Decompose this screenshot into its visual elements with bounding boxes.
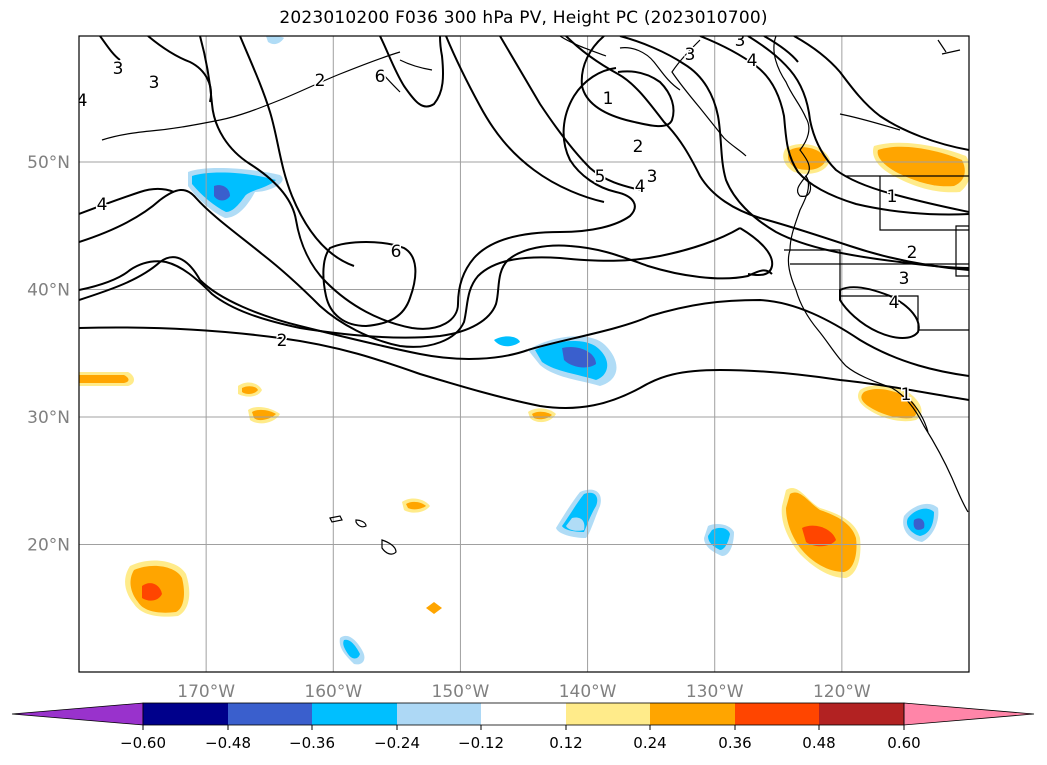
colorbar-tick-label: −0.48 [205, 734, 251, 752]
contour-label: 3 [735, 31, 746, 51]
contour-label: 1 [887, 187, 898, 207]
colorbar-segment [481, 703, 566, 725]
colorbar-tick-label: 0.12 [549, 734, 582, 752]
colorbar-segment [312, 703, 397, 725]
colorbar-tick-label: 0.48 [802, 734, 835, 752]
latitude-label: 20°N [27, 536, 70, 556]
plot-frame [78, 35, 970, 673]
contour-label: 1 [901, 385, 912, 405]
longitude-label: 160°W [304, 682, 362, 702]
colorbar-segment [819, 703, 904, 725]
graticule [79, 36, 969, 672]
coastlines [101, 36, 969, 555]
contour-label: 3 [113, 59, 124, 79]
colorbar-segment [228, 703, 312, 725]
contour-label: 3 [647, 167, 658, 187]
contour-label: 5 [595, 167, 606, 187]
longitude-label: 170°W [177, 682, 235, 702]
latitude-label: 30°N [27, 408, 70, 428]
contour-label: 3 [685, 45, 696, 65]
colorbar-segment [650, 703, 735, 725]
colorbar-tick-label: −0.12 [458, 734, 504, 752]
colorbar-segment [397, 703, 481, 725]
colorbar-segment [566, 703, 650, 725]
colorbar: −0.60 −0.48 −0.36 −0.24 −0.12 0.12 0.24 0.36 0.4… [11, 702, 1035, 752]
contour-label: 6 [375, 67, 386, 87]
contour-label: 4 [889, 293, 900, 313]
longitude-label: 150°W [432, 682, 490, 702]
contour-label: 3 [899, 269, 910, 289]
colorbar-extend-high [903, 702, 1035, 726]
height-contours [79, 36, 969, 409]
colorbar-tick-label: −0.60 [120, 734, 166, 752]
contour-label: 4 [97, 195, 108, 215]
colorbar-tick-label: 0.60 [887, 734, 920, 752]
longitude-label: 120°W [813, 682, 871, 702]
colorbar-tick-label: 0.24 [633, 734, 666, 752]
latitude-labels: 50°N 40°N 30°N 20°N [27, 153, 70, 556]
latitude-label: 50°N [27, 153, 70, 173]
contour-label: 2 [907, 243, 918, 263]
colorbar-segment [143, 703, 228, 725]
contour-label: 2 [633, 137, 644, 157]
colorbar-tick-label: 0.36 [718, 734, 751, 752]
contour-label: 2 [277, 331, 288, 351]
colorbar-extend-low [11, 702, 144, 726]
contour-label: 4 [747, 51, 758, 71]
colorbar-segment [735, 703, 819, 725]
contour-label: 3 [149, 73, 160, 93]
colorbar-frame [142, 702, 905, 726]
latitude-label: 40°N [27, 281, 70, 301]
longitude-label: 130°W [686, 682, 744, 702]
colorbar-tick-label: −0.24 [374, 734, 420, 752]
map-title: 2023010200 F036 300 hPa PV, Height PC (2… [279, 8, 768, 28]
longitude-labels: 170°W 160°W 150°W 140°W 130°W 120°W [177, 682, 871, 702]
contour-label: 6 [391, 242, 402, 262]
contour-label: 1 [603, 89, 614, 109]
contour-label: 2 [315, 71, 326, 91]
contour-label: 4 [635, 177, 646, 197]
colorbar-tick-label: −0.36 [289, 734, 335, 752]
pv-anomaly-fills [79, 36, 969, 665]
longitude-label: 140°W [559, 682, 617, 702]
contour-label: 4 [77, 91, 88, 111]
